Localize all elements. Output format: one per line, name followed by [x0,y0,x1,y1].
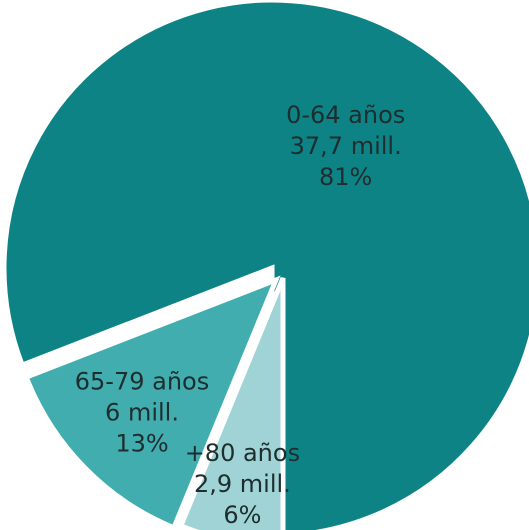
pie-slice-1 [177,277,286,530]
slice-label-value-0: 37,7 mill. [290,132,402,160]
slice-label-percent-0: 81% [319,163,372,191]
slice-label-percent-1: 6% [223,501,261,529]
slice-label-percent-2: 13% [115,429,168,457]
slice-label-value-2: 6 mill. [105,398,179,426]
pie-labels: 0-64 años 37,7 mill. 81% +80 años 2,9 mill. 6… [75,101,406,529]
slice-label-category-1: +80 años [185,439,300,467]
pie-slice-2 [22,275,281,530]
slice-label-category-2: 65-79 años [75,367,209,395]
slice-label-value-1: 2,9 mill. [194,470,291,498]
slice-label-category-0: 0-64 años [286,101,405,129]
